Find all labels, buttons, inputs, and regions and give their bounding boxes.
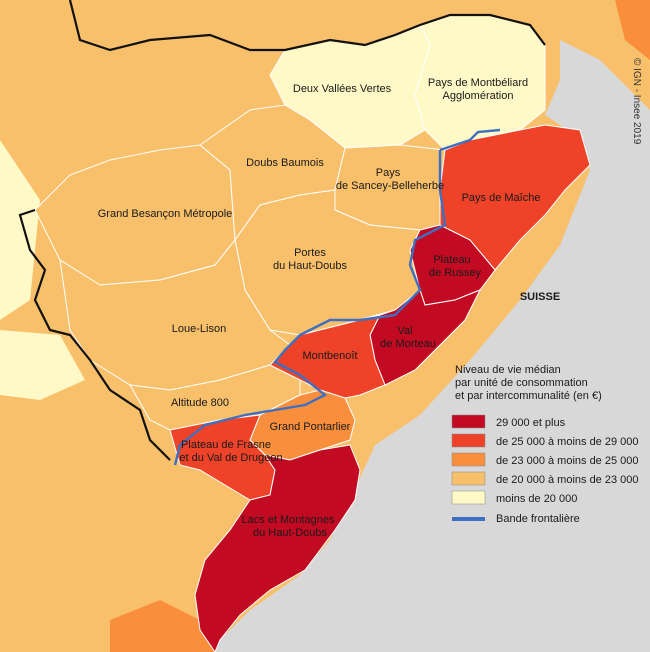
legend-title-line-1: Niveau de vie médian — [455, 364, 561, 376]
legend-border-label: Bande frontalière — [496, 513, 580, 525]
label-frasne-2: et du Val de Drugeon — [179, 452, 282, 464]
label-altitude: Altitude 800 — [171, 397, 229, 409]
label-montbeliard-2: Agglomération — [443, 90, 514, 102]
neighbor-pale-west — [0, 140, 40, 320]
legend-class-label-0: 29 000 et plus — [496, 417, 566, 429]
label-maiche: Pays de Maîche — [462, 192, 541, 204]
department-outline — [18, 0, 546, 461]
label-sancey-1: Pays — [376, 167, 401, 179]
frontier-band-line — [173, 128, 501, 466]
label-deux-vallees: Deux Vallées Vertes — [293, 83, 392, 95]
label-russey-2: de Russey — [429, 267, 481, 279]
legend-class-label-2: de 23 000 à moins de 25 000 — [496, 455, 639, 467]
legend-class-label-1: de 25 000 à moins de 29 000 — [496, 436, 639, 448]
legend-title-line-2: par unité de consommation — [455, 377, 588, 389]
label-lacs-1: Lacs et Montagnes — [242, 514, 335, 526]
label-loue-lison: Loue-Lison — [172, 323, 226, 335]
switzerland-area — [215, 40, 650, 652]
label-pontarlier: Grand Pontarlier — [270, 421, 351, 433]
label-lacs-2: du Haut-Doubs — [253, 527, 327, 539]
label-montbeliard-1: Pays de Montbéliard — [428, 77, 528, 89]
label-russey-1: Plateau — [433, 254, 470, 266]
label-montbenoit: Montbenoît — [302, 350, 357, 362]
credit-text: © IGN - Insee 2019 — [631, 58, 642, 145]
label-grand-besancon: Grand Besançon Métropole — [98, 208, 233, 220]
label-portes-2: du Haut-Doubs — [273, 260, 347, 272]
legend-swatch-3 — [451, 471, 486, 486]
legend-title-line-3: et par intercommunalité (en €) — [455, 390, 602, 402]
label-morteau-1: Val — [397, 325, 412, 337]
neighbor-pale-southwest — [0, 330, 85, 400]
region-montbenoit — [269, 314, 386, 399]
legend-swatch-4 — [451, 490, 486, 505]
label-sancey-2: de Sancey-Belleherbe — [336, 180, 444, 192]
legend-swatch-0 — [451, 414, 486, 429]
legend-class-label-4: moins de 20 000 — [496, 493, 577, 505]
legend: Niveau de vie médian par unité de consom… — [451, 364, 639, 525]
label-suisse: SUISSE — [520, 291, 560, 303]
region-lacs-et-montagnes — [194, 444, 361, 652]
neighbor-orange-bottom — [110, 600, 215, 652]
legend-class-label-3: de 20 000 à moins de 23 000 — [496, 474, 639, 486]
label-frasne-1: Plateau de Frasne — [181, 439, 271, 451]
legend-swatch-2 — [451, 452, 486, 467]
label-doubs-baumois: Doubs Baumois — [246, 157, 324, 169]
legend-classes: 29 000 et plus de 25 000 à moins de 29 00… — [451, 414, 639, 505]
label-portes-1: Portes — [294, 247, 326, 259]
neighbor-orange-topright — [615, 0, 650, 60]
region-labels: Deux Vallées Vertes Pays de Montbéliard … — [98, 77, 560, 539]
label-morteau-2: de Morteau — [380, 338, 436, 350]
legend-swatch-1 — [451, 433, 486, 448]
